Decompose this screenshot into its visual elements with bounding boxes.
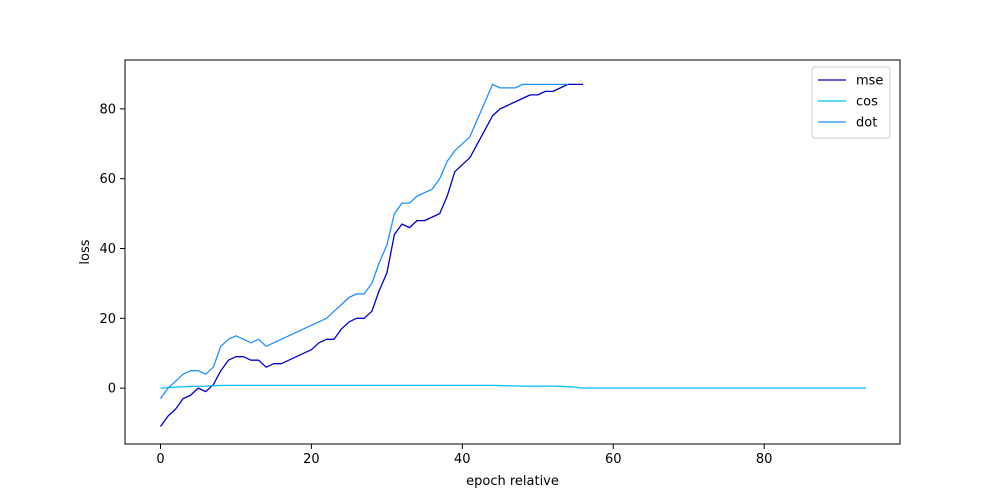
series-line-dot <box>159 83 568 399</box>
x-tick-label: 0 <box>156 452 164 467</box>
x-tick-label: 80 <box>756 452 773 467</box>
y-tick-label: 80 <box>99 102 116 117</box>
x-tick-label: 20 <box>303 452 320 467</box>
x-axis-label: epoch relative <box>466 474 559 489</box>
x-axis: 0 20 40 60 80 <box>156 444 772 467</box>
y-axis-label: loss <box>78 239 93 264</box>
legend-label-dot: dot <box>856 116 877 131</box>
y-axis: 0 20 40 60 80 <box>99 102 125 397</box>
x-tick-label: 60 <box>605 452 622 467</box>
legend-box <box>811 66 891 139</box>
series-line-cos <box>160 384 866 389</box>
y-tick-label: 40 <box>99 242 116 257</box>
legend-label-mse: mse <box>856 74 883 89</box>
legend-label-cos: cos <box>856 95 878 110</box>
x-tick-label: 40 <box>454 452 471 467</box>
plot-frame <box>124 59 901 445</box>
legend: mse cos dot <box>811 66 891 139</box>
y-tick-label: 0 <box>108 382 116 397</box>
series-lines <box>159 83 866 427</box>
y-tick-label: 60 <box>99 172 116 187</box>
y-tick-label: 20 <box>99 312 116 327</box>
series-line-mse <box>159 83 584 427</box>
